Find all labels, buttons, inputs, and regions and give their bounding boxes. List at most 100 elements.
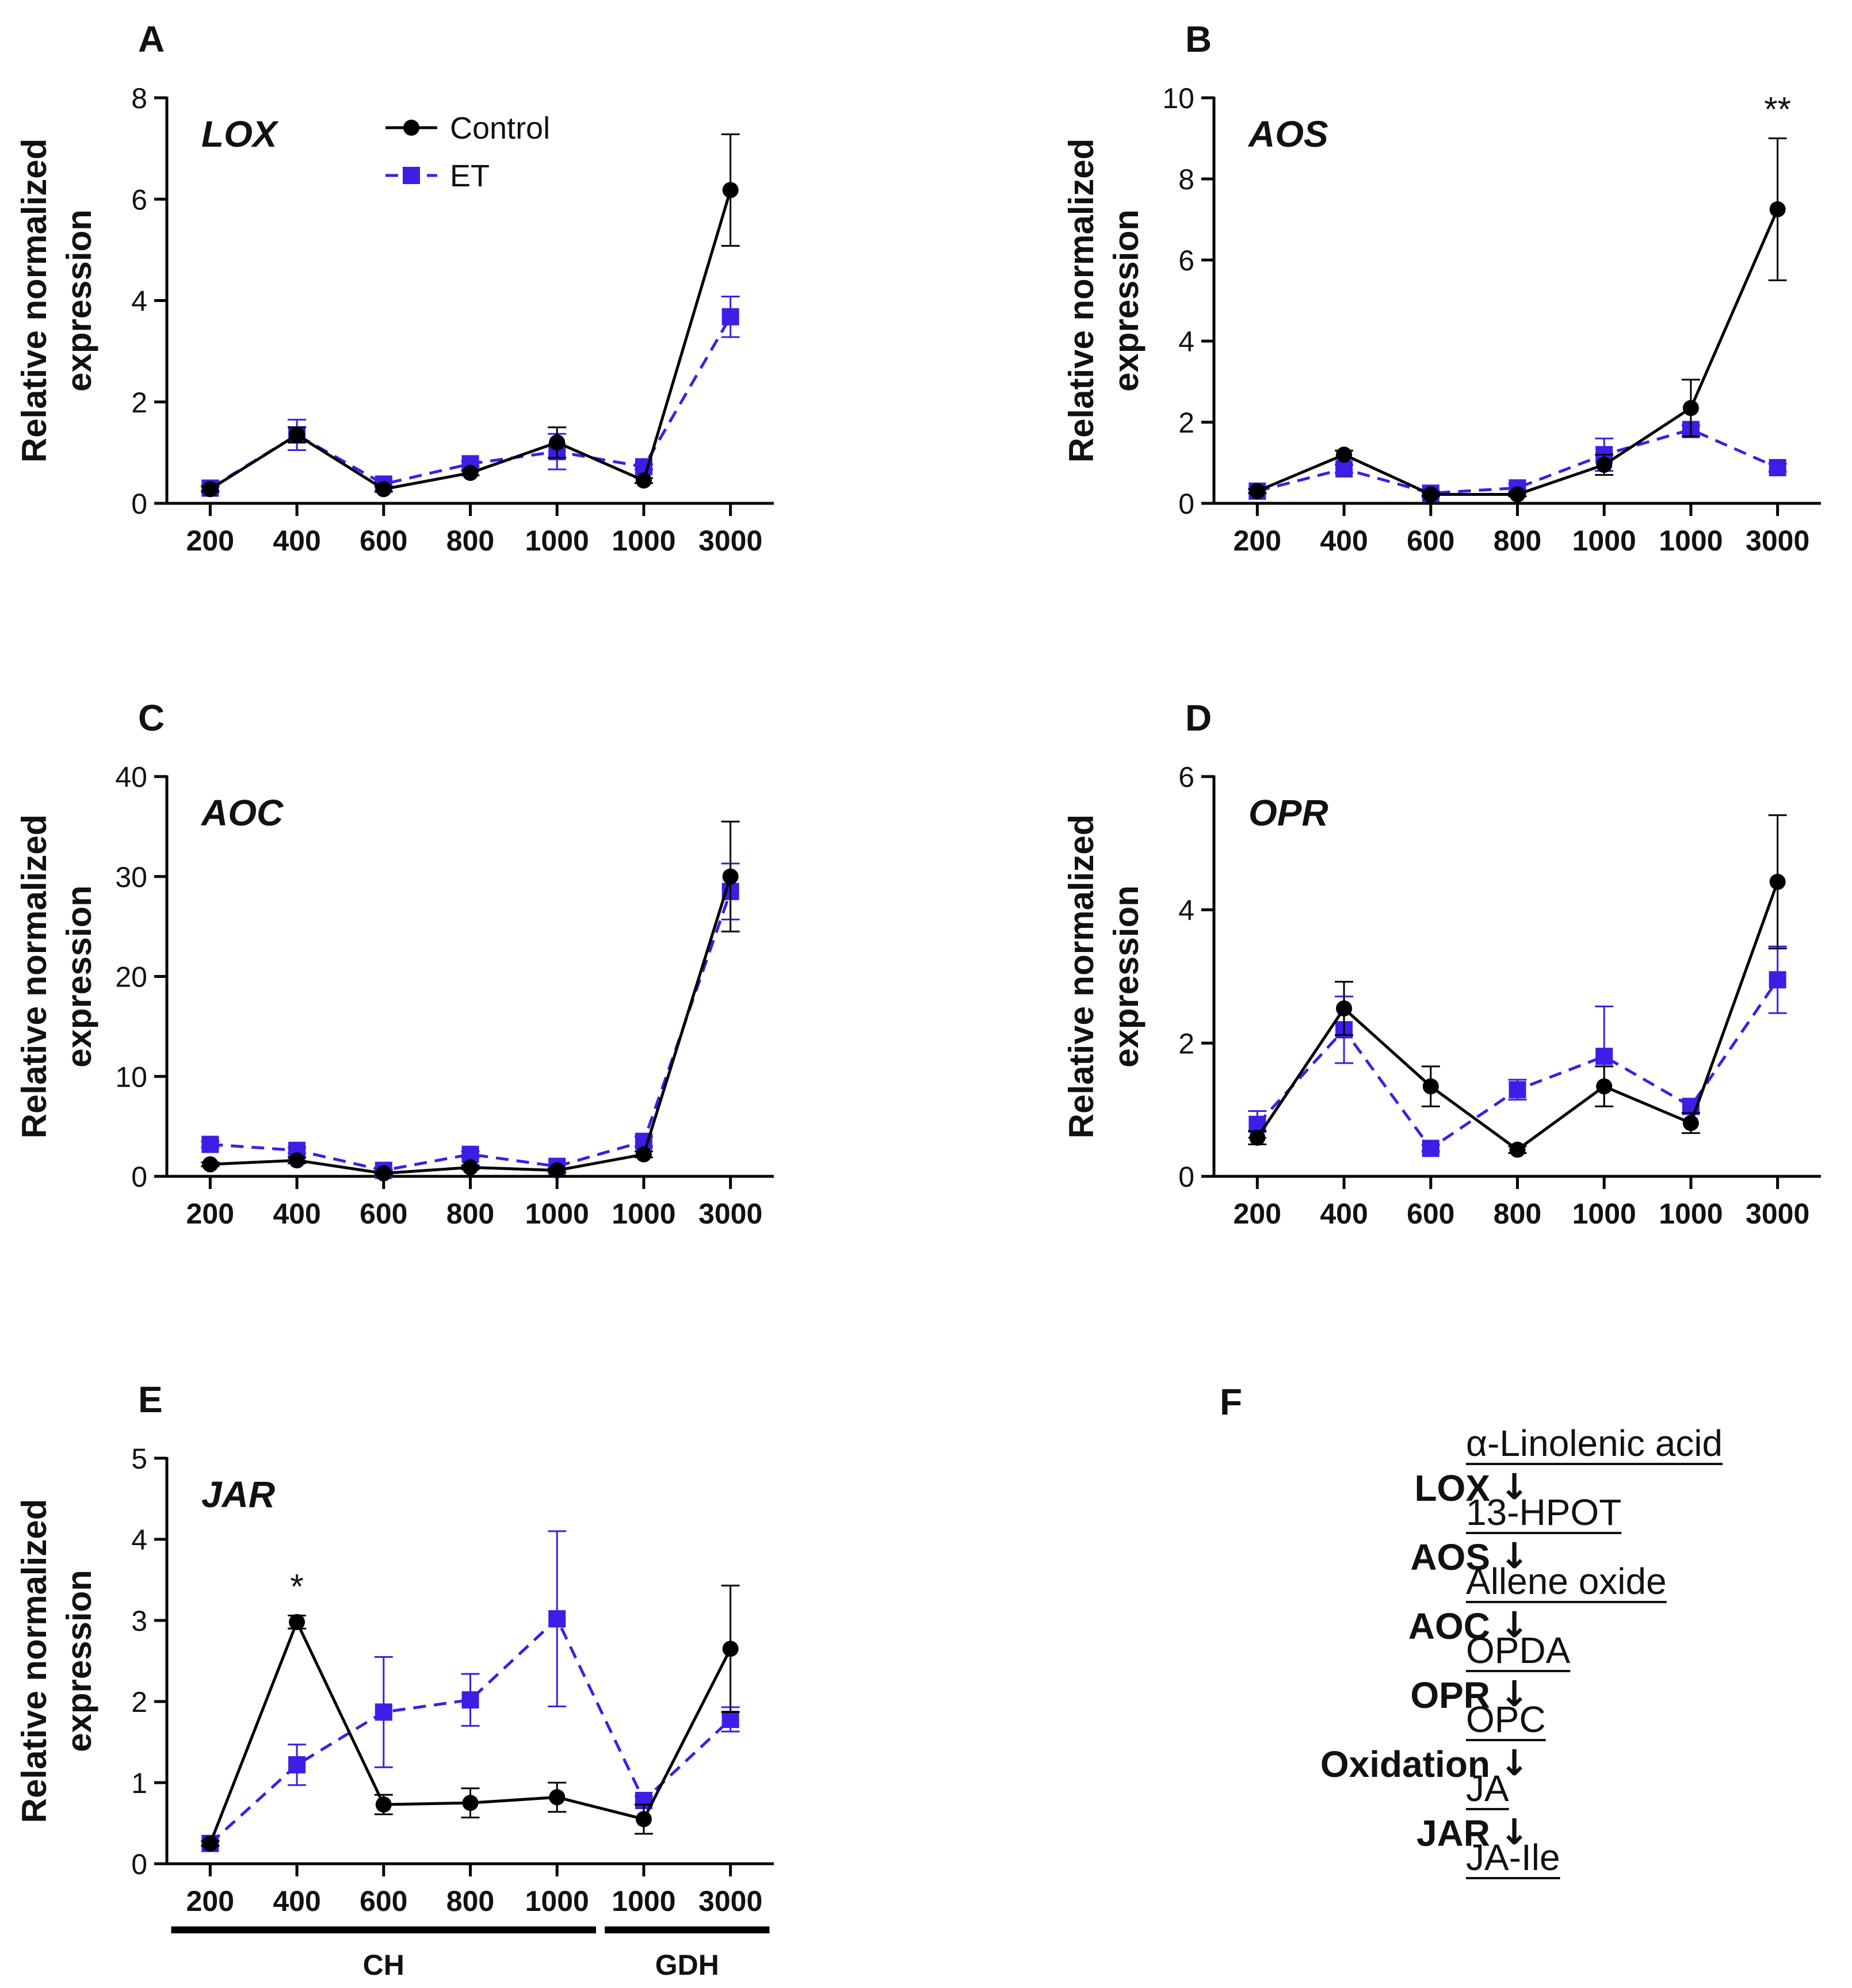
enzyme-lox: LOX (1414, 1467, 1490, 1509)
x-tick-label-a: 400 (273, 525, 320, 557)
legend-label-control: Control (450, 111, 550, 146)
data-point-control-c (289, 1152, 306, 1169)
series-line-control-a (209, 189, 732, 491)
x-tick-label-e: 600 (360, 1885, 407, 1917)
x-tick-label-c: 200 (186, 1198, 234, 1230)
group-label-gdh: GDH (655, 1949, 719, 1981)
y-axis-label-a: Relative normalized (15, 139, 54, 463)
x-tick-label-a: 800 (446, 525, 494, 557)
data-point-control-d (1682, 1115, 1699, 1131)
y-tick-label-e: 4 (131, 1524, 147, 1556)
y-tick-label-c: 10 (115, 1061, 147, 1093)
series-line-control-d (1256, 881, 1779, 1152)
series-line-et-d (1256, 978, 1779, 1150)
y-tick-label-a: 4 (131, 285, 147, 318)
data-point-control-a (549, 434, 566, 451)
series-line-control-b (1257, 208, 1779, 496)
y-tick-label-c: 40 (115, 761, 147, 793)
data-point-et-e (288, 1756, 306, 1773)
arrow-down-icon: ↓ (1499, 1604, 1529, 1646)
y-axis-label-d: expression (1107, 885, 1145, 1068)
data-point-control-b (1422, 486, 1439, 503)
y-tick-label-c: 20 (115, 961, 147, 993)
y-tick-label-e: 1 (131, 1767, 147, 1799)
data-point-et-d (1769, 971, 1786, 989)
data-point-control-d (1249, 1129, 1266, 1146)
data-point-control-a (722, 182, 739, 198)
compound-3: OPDA (1466, 1630, 1571, 1671)
legend-label-et: ET (450, 159, 490, 193)
x-tick-label-b: 400 (1320, 525, 1368, 557)
data-point-control-d (1509, 1141, 1526, 1158)
data-point-et-b (1769, 458, 1786, 476)
data-point-control-d (1769, 874, 1786, 890)
compound-2: Allene oxide (1466, 1561, 1667, 1602)
y-tick-label-d: 0 (1178, 1161, 1194, 1193)
data-point-control-c (202, 1156, 219, 1173)
data-point-control-e (202, 1835, 219, 1852)
y-tick-label-c: 0 (131, 1161, 147, 1193)
x-tick-label-d: 400 (1320, 1198, 1368, 1230)
data-point-control-e (462, 1795, 479, 1811)
x-tick-label-c: 600 (360, 1198, 407, 1230)
enzyme-oxidation: Oxidation (1320, 1744, 1490, 1785)
y-axis-label-e: Relative normalized (15, 1499, 54, 1823)
y-tick-label-d: 4 (1178, 894, 1194, 927)
enzyme-jar: JAR (1416, 1813, 1490, 1854)
x-tick-label-b: 200 (1234, 525, 1281, 557)
x-tick-label-a: 200 (186, 525, 234, 557)
panel-label-a: A (138, 18, 165, 60)
enzyme-aos: AOS (1410, 1536, 1490, 1578)
x-tick-label-c: 400 (273, 1198, 320, 1230)
compound-0: α-Linolenic acid (1466, 1423, 1723, 1464)
data-point-et-d (1422, 1140, 1439, 1157)
y-tick-label-b: 0 (1178, 488, 1194, 520)
data-point-et-e (375, 1703, 392, 1721)
data-point-et-d (1595, 1047, 1613, 1065)
y-tick-label-a: 6 (131, 183, 147, 216)
y-axis-label-b: Relative normalized (1062, 139, 1101, 463)
data-point-control-d (1422, 1078, 1439, 1095)
y-tick-label-a: 0 (131, 488, 147, 520)
arrow-down-icon: ↓ (1499, 1535, 1529, 1577)
data-point-et-e (548, 1610, 566, 1628)
x-tick-label-c: 800 (446, 1198, 494, 1230)
data-point-control-a (462, 465, 479, 481)
data-point-control-c (462, 1159, 479, 1176)
x-tick-label-a: 1000 (525, 525, 589, 557)
data-point-control-b (1336, 446, 1353, 463)
y-tick-label-e: 5 (131, 1443, 147, 1475)
significance-marker-b: ** (1764, 90, 1791, 129)
data-point-et-d (1509, 1081, 1526, 1099)
x-tick-label-d: 3000 (1746, 1198, 1809, 1230)
y-tick-label-c: 30 (115, 861, 147, 893)
x-tick-label-d: 600 (1407, 1198, 1454, 1230)
data-point-et-c (201, 1136, 219, 1153)
compound-1: 13-HPOT (1466, 1492, 1622, 1533)
data-point-et-e (721, 1711, 739, 1729)
data-point-et-b (1335, 460, 1353, 478)
legend-marker-et (403, 167, 420, 184)
group-label-ch: CH (363, 1949, 404, 1981)
panel-label-b: B (1185, 18, 1212, 60)
arrow-down-icon: ↓ (1499, 1673, 1529, 1715)
x-tick-label-d: 200 (1234, 1198, 1281, 1230)
y-axis-label-c: expression (60, 885, 98, 1068)
gene-title-e: JAR (201, 1474, 275, 1515)
significance-marker-e: * (290, 1568, 303, 1606)
x-tick-label-c: 1000 (525, 1198, 589, 1230)
gene-title-a: LOX (201, 113, 279, 155)
gene-title-d: OPR (1248, 792, 1328, 834)
x-tick-label-e: 3000 (698, 1885, 762, 1917)
x-tick-label-c: 1000 (612, 1198, 675, 1230)
x-tick-label-d: 1000 (1659, 1198, 1723, 1230)
x-tick-label-e: 1000 (612, 1885, 675, 1917)
y-axis-label-a: expression (60, 209, 98, 392)
x-tick-label-a: 3000 (698, 525, 762, 557)
x-tick-label-e: 200 (186, 1885, 234, 1917)
y-tick-label-e: 2 (131, 1686, 147, 1718)
data-point-control-a (202, 481, 219, 498)
panel-label-f: F (1220, 1381, 1243, 1423)
panel-label-c: C (138, 697, 165, 739)
data-point-control-a (635, 472, 652, 489)
